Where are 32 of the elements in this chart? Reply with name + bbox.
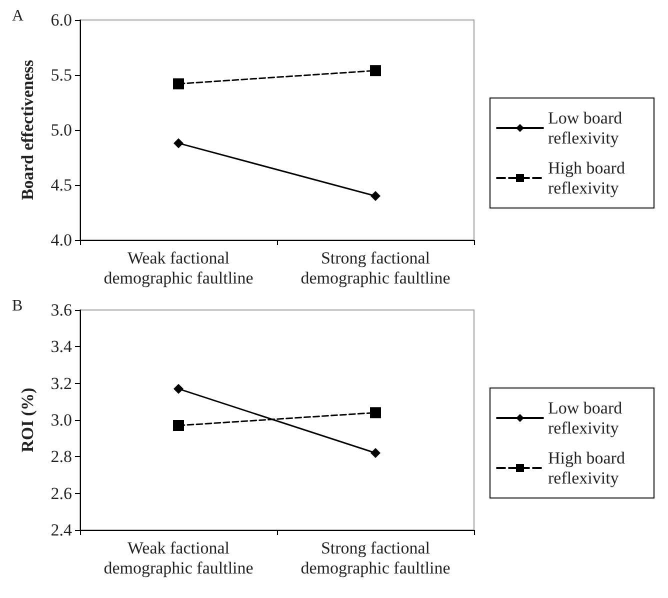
x-tick-label: Strong factional demographic faultline [300,248,450,288]
y-tick-label: 3.0 [50,410,72,430]
point [370,191,380,201]
point [370,65,381,76]
y-tick-label: 5.5 [50,66,72,84]
y-tick-label: 2.6 [50,484,72,503]
text: B [12,298,23,314]
point [370,407,381,418]
point [174,384,184,394]
y-tick-label: 3.4 [50,337,72,356]
y-axis-title: ROI (%) [18,388,37,452]
y-tick-label: 4.5 [50,176,72,194]
legend-label: Low board reflexivity [548,398,626,438]
y-tick-label: 5.0 [50,120,72,140]
x-tick-label: Weak factional demographic faultline [104,248,254,288]
point [173,420,184,431]
x-tick-label: Weak factional demographic faultline [104,538,254,578]
point [173,78,184,90]
legend-label: Low board reflexivity [548,108,626,148]
y-tick-label: 3.2 [50,374,72,393]
legend-label: High board reflexivity [548,158,630,198]
legend-label: High board reflexivity [548,448,630,488]
y-tick-label: 3.6 [50,300,72,320]
text: A [12,8,24,24]
x-tick-label: Strong factional demographic faultline [300,538,450,578]
y-axis-title: Board effectiveness [18,60,37,200]
y-tick-label: 2.8 [50,447,72,466]
point [174,138,184,148]
point [370,448,380,458]
y-tick-label: 6.0 [50,10,72,30]
y-tick-label: 2.4 [50,520,72,540]
y-tick-label: 4.0 [50,230,72,250]
